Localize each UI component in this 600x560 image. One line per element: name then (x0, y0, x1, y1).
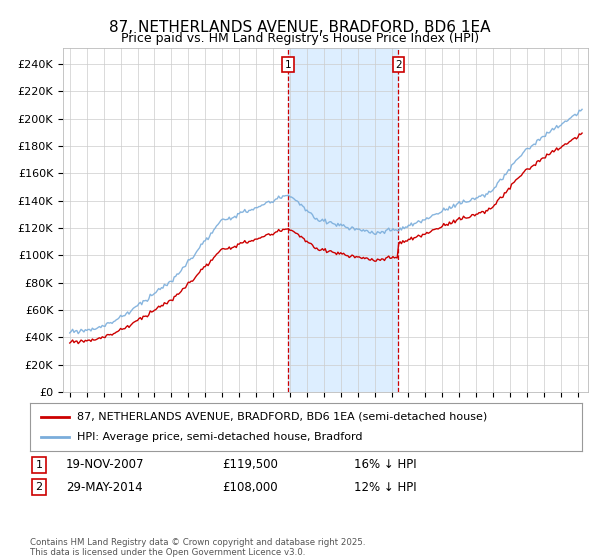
Text: Price paid vs. HM Land Registry's House Price Index (HPI): Price paid vs. HM Land Registry's House … (121, 32, 479, 45)
Text: 29-MAY-2014: 29-MAY-2014 (66, 480, 143, 494)
Text: 2: 2 (35, 482, 43, 492)
Text: 19-NOV-2007: 19-NOV-2007 (66, 458, 145, 472)
Text: 87, NETHERLANDS AVENUE, BRADFORD, BD6 1EA (semi-detached house): 87, NETHERLANDS AVENUE, BRADFORD, BD6 1E… (77, 412, 487, 422)
Text: Contains HM Land Registry data © Crown copyright and database right 2025.
This d: Contains HM Land Registry data © Crown c… (30, 538, 365, 557)
Text: £119,500: £119,500 (222, 458, 278, 472)
Text: £108,000: £108,000 (222, 480, 278, 494)
Text: 1: 1 (285, 60, 292, 70)
Text: 87, NETHERLANDS AVENUE, BRADFORD, BD6 1EA: 87, NETHERLANDS AVENUE, BRADFORD, BD6 1E… (109, 20, 491, 35)
Text: 1: 1 (35, 460, 43, 470)
Text: 12% ↓ HPI: 12% ↓ HPI (354, 480, 416, 494)
Text: 16% ↓ HPI: 16% ↓ HPI (354, 458, 416, 472)
Text: HPI: Average price, semi-detached house, Bradford: HPI: Average price, semi-detached house,… (77, 432, 362, 442)
Bar (288, 48, 398, 392)
Text: 2: 2 (395, 60, 402, 70)
